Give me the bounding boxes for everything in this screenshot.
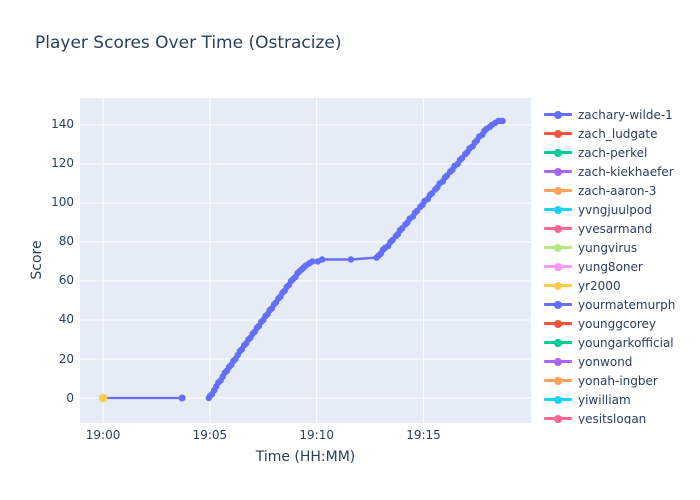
x-tick-label: 19:15 bbox=[406, 428, 441, 442]
y-tick-label: 120 bbox=[51, 156, 74, 171]
legend-line-marker-icon bbox=[544, 148, 572, 157]
legend-line-marker-icon bbox=[544, 376, 572, 385]
legend-line-marker-icon bbox=[544, 110, 572, 119]
legend-item-yung8oner[interactable]: yung8oner bbox=[544, 257, 700, 276]
series-yr2000 bbox=[98, 393, 108, 403]
series-zachary-wilde-1 bbox=[205, 117, 506, 402]
legend-label: yung8oner bbox=[578, 259, 643, 274]
legend-label: youngarkofficial bbox=[578, 335, 674, 350]
y-tick-label: 140 bbox=[51, 117, 74, 132]
legend-item-youngarkofficial[interactable]: youngarkofficial bbox=[544, 333, 700, 352]
legend-line-marker-icon bbox=[544, 224, 572, 233]
legend-item-zach-kiekhaefer[interactable]: zach-kiekhaefer bbox=[544, 162, 700, 181]
x-tick-label: 19:05 bbox=[192, 428, 228, 442]
legend-item-younggcorey[interactable]: younggcorey bbox=[544, 314, 700, 333]
legend-line-marker-icon bbox=[544, 205, 572, 214]
legend-label: yiwilliam bbox=[578, 392, 631, 407]
y-tick-label: 20 bbox=[58, 351, 74, 366]
legend-label: yvngjuulpod bbox=[578, 202, 652, 217]
legend-label: yourmatemurph bbox=[578, 297, 676, 312]
legend-line-marker-icon bbox=[544, 243, 572, 252]
legend-line-marker-icon bbox=[544, 129, 572, 138]
legend-item-yiwilliam[interactable]: yiwilliam bbox=[544, 390, 700, 409]
legend: zachary-wilde-1 zach_ludgate zach-perkel za… bbox=[544, 105, 700, 424]
legend-line-marker-icon bbox=[544, 281, 572, 290]
x-axis-title: Time (HH:MM) bbox=[255, 449, 356, 465]
legend-item-zach-aaron-3[interactable]: zach-aaron-3 bbox=[544, 181, 700, 200]
y-axis-title: Score bbox=[29, 240, 45, 280]
y-tick-label: 60 bbox=[58, 273, 74, 288]
legend-item-yonah-ingber[interactable]: yonah-ingber bbox=[544, 371, 700, 390]
legend-label: zach_ludgate bbox=[578, 126, 658, 141]
legend-item-zach-perkel[interactable]: zach-perkel bbox=[544, 143, 700, 162]
legend-line-marker-icon bbox=[544, 414, 572, 423]
y-tick-label: 100 bbox=[51, 195, 74, 210]
x-tick-label: 19:00 bbox=[85, 428, 121, 442]
legend-label: yr2000 bbox=[578, 278, 621, 293]
legend-line-marker-icon bbox=[544, 395, 572, 404]
legend-label: yonah-ingber bbox=[578, 373, 658, 388]
legend-label: yungvirus bbox=[578, 240, 638, 255]
legend-line-marker-icon bbox=[544, 338, 572, 347]
chart-title: Player Scores Over Time (Ostracize) bbox=[35, 33, 342, 53]
legend-line-marker-icon bbox=[544, 262, 572, 271]
legend-line-marker-icon bbox=[544, 319, 572, 328]
x-tick-label: 19:10 bbox=[299, 428, 334, 442]
legend-item-yourmatemurph[interactable]: yourmatemurph bbox=[544, 295, 700, 314]
plot-canvas[interactable] bbox=[80, 98, 531, 423]
legend-item-yonwond[interactable]: yonwond bbox=[544, 352, 700, 371]
y-tick-label: 40 bbox=[58, 312, 74, 327]
legend-label: zach-perkel bbox=[578, 145, 648, 160]
legend-label: yvesarmand bbox=[578, 221, 653, 236]
legend-line-marker-icon bbox=[544, 167, 572, 176]
legend-label: yesitslogan bbox=[578, 411, 647, 425]
legend-label: younggcorey bbox=[578, 316, 656, 331]
legend-line-marker-icon bbox=[544, 186, 572, 195]
y-tick-label: 80 bbox=[58, 234, 74, 249]
legend-item-yungvirus[interactable]: yungvirus bbox=[544, 238, 700, 257]
legend-line-marker-icon bbox=[544, 300, 572, 309]
legend-label: zachary-wilde-1 bbox=[578, 107, 673, 122]
plot-area[interactable] bbox=[80, 98, 531, 423]
legend-line-marker-icon bbox=[544, 357, 572, 366]
legend-item-yr2000[interactable]: yr2000 bbox=[544, 276, 700, 295]
legend-item-zachary-wilde-1[interactable]: zachary-wilde-1 bbox=[544, 105, 700, 124]
legend-item-yesitslogan[interactable]: yesitslogan bbox=[544, 409, 700, 424]
legend-item-zach_ludgate[interactable]: zach_ludgate bbox=[544, 124, 700, 143]
legend-label: zach-aaron-3 bbox=[578, 183, 657, 198]
legend-item-yvngjuulpod[interactable]: yvngjuulpod bbox=[544, 200, 700, 219]
legend-item-yvesarmand[interactable]: yvesarmand bbox=[544, 219, 700, 238]
y-tick-label: 0 bbox=[66, 390, 74, 405]
legend-label: zach-kiekhaefer bbox=[578, 164, 674, 179]
legend-label: yonwond bbox=[578, 354, 633, 369]
